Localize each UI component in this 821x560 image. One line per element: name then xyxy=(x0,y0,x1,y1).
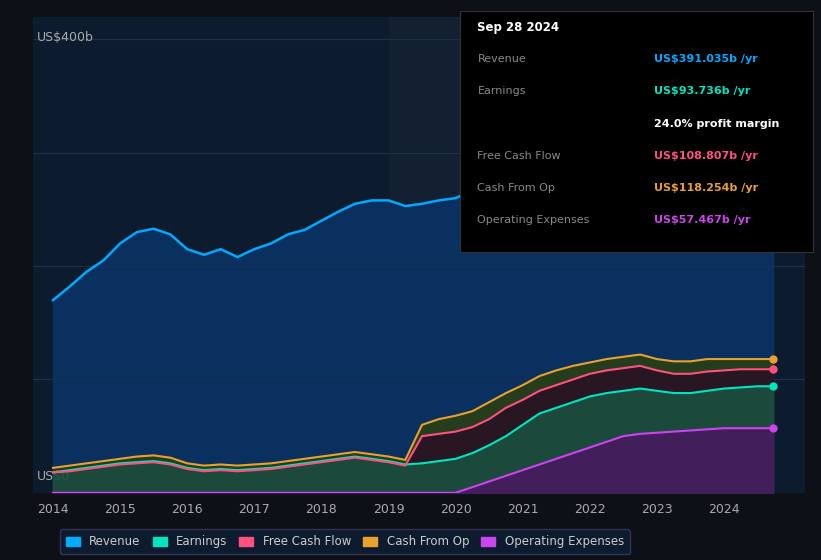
Text: US$391.035b /yr: US$391.035b /yr xyxy=(654,54,758,64)
Text: Sep 28 2024: Sep 28 2024 xyxy=(478,21,560,34)
Text: US$118.254b /yr: US$118.254b /yr xyxy=(654,183,758,193)
Text: Earnings: Earnings xyxy=(478,86,526,96)
Text: 24.0% profit margin: 24.0% profit margin xyxy=(654,119,779,129)
Legend: Revenue, Earnings, Free Cash Flow, Cash From Op, Operating Expenses: Revenue, Earnings, Free Cash Flow, Cash … xyxy=(60,529,630,554)
Text: US$57.467b /yr: US$57.467b /yr xyxy=(654,215,750,225)
Text: US$108.807b /yr: US$108.807b /yr xyxy=(654,151,758,161)
Text: US$400b: US$400b xyxy=(37,31,94,44)
Bar xyxy=(388,17,773,493)
Text: US$0: US$0 xyxy=(37,470,70,483)
Text: Operating Expenses: Operating Expenses xyxy=(478,215,589,225)
Text: Cash From Op: Cash From Op xyxy=(478,183,555,193)
Text: Revenue: Revenue xyxy=(478,54,526,64)
Text: US$93.736b /yr: US$93.736b /yr xyxy=(654,86,750,96)
Text: Free Cash Flow: Free Cash Flow xyxy=(478,151,561,161)
